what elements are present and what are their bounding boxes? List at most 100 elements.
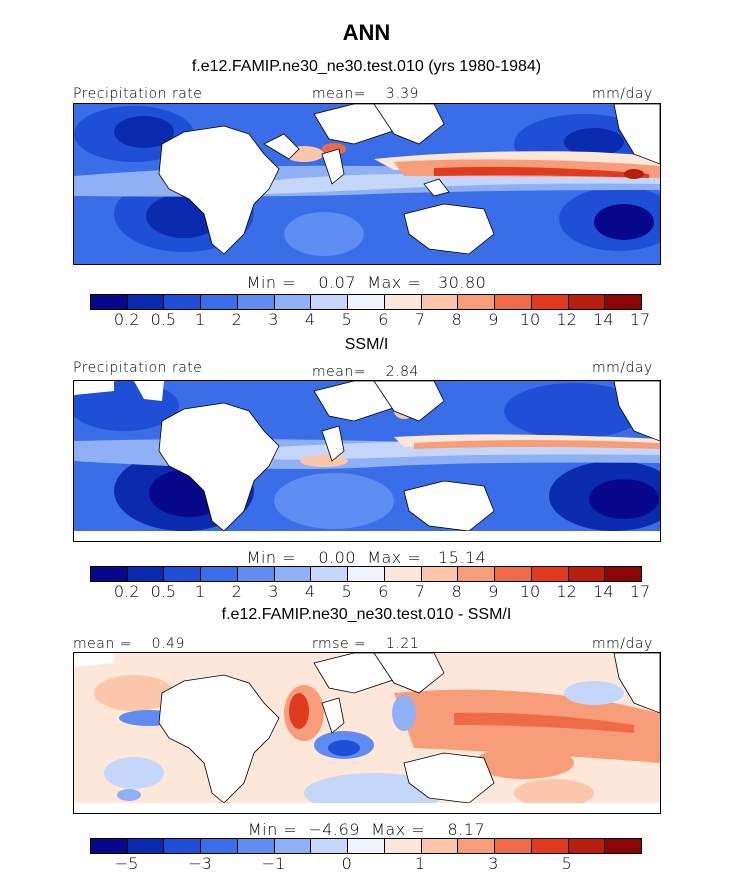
colorbar-swatch (384, 567, 422, 581)
colorbar-tick-label: 10 (519, 310, 541, 329)
panel-1-colorbar (90, 294, 642, 310)
colorbar-tick-label: 4 (304, 582, 316, 601)
colorbar-swatch (91, 839, 128, 853)
colorbar-swatch (348, 567, 385, 581)
panel-2-minmax: Min = 0.00 Max = 15.14 (246, 548, 487, 567)
colorbar-tick-label: 0.5 (150, 582, 177, 601)
colorbar-tick-label: 5 (341, 582, 352, 601)
colorbar-swatch (458, 839, 496, 853)
colorbar-swatch (421, 567, 459, 581)
colorbar-tick-label: 14 (593, 582, 614, 601)
panel-2-variable-label: Precipitation rate (73, 360, 203, 376)
colorbar-swatch (568, 295, 606, 309)
panel-3-colorbar-ticks: −5 −3 −1 0 1 3 5 (90, 854, 640, 874)
panel-1-mean-label: mean= 3.39 (312, 86, 419, 102)
panel-3-colorbar (90, 838, 642, 854)
colorbar-tick-label: 0 (341, 854, 352, 873)
colorbar-swatch (384, 839, 422, 853)
panel-2-colorbar (90, 566, 642, 582)
panel-1-units-label: mm/day (592, 86, 653, 102)
colorbar-swatch (605, 567, 642, 581)
colorbar-swatch (458, 567, 496, 581)
colorbar-swatch (568, 567, 606, 581)
colorbar-tick-label: 5 (341, 310, 352, 329)
colorbar-tick-label: −3 (188, 854, 212, 873)
colorbar-tick-label: 1 (194, 582, 206, 601)
panel-1-colorbar-ticks: 0.2 0.5 1 2 3 4 5 6 7 8 9 10 12 14 17 (90, 310, 650, 330)
colorbar-swatch (127, 295, 165, 309)
panel-1-map (73, 103, 661, 265)
colorbar-swatch (311, 839, 349, 853)
panel-3-rmse-label: rmse = 1.21 (312, 636, 420, 652)
panel-2-mean-label: mean= 2.84 (312, 364, 419, 380)
colorbar-swatch (531, 839, 569, 853)
colorbar-swatch (201, 839, 238, 853)
colorbar-swatch (568, 839, 606, 853)
colorbar-tick-label: 9 (488, 582, 499, 601)
panel-2-map (73, 380, 661, 542)
panel-3-subtitle: f.e12.FAMIP.ne30_ne30.test.010 - SSM/I (221, 606, 512, 623)
colorbar-swatch (127, 839, 165, 853)
colorbar-swatch (531, 567, 569, 581)
colorbar-tick-label: 3 (268, 582, 279, 601)
colorbar-swatch (421, 295, 459, 309)
colorbar-tick-label: 0.2 (113, 310, 140, 329)
colorbar-swatch (164, 567, 202, 581)
panel-3-minmax: Min = −4.69 Max = 8.17 (247, 820, 486, 839)
colorbar-tick-label: 0.5 (150, 310, 177, 329)
colorbar-swatch (605, 839, 642, 853)
colorbar-swatch (311, 295, 349, 309)
colorbar-tick-label: 7 (414, 582, 426, 601)
panel-2-subtitle: SSM/I (344, 336, 389, 353)
colorbar-swatch (495, 567, 532, 581)
colorbar-tick-label: 17 (629, 310, 651, 329)
panel-3-units-label: mm/day (592, 636, 653, 652)
panel-2-units-label: mm/day (592, 360, 653, 376)
colorbar-swatch (348, 295, 385, 309)
panel-1-minmax: Min = 0.07 Max = 30.80 (246, 273, 487, 292)
colorbar-tick-label: 2 (231, 582, 242, 601)
colorbar-tick-label: 12 (556, 310, 577, 329)
colorbar-tick-label: 12 (556, 582, 577, 601)
colorbar-swatch (237, 839, 275, 853)
colorbar-tick-label: 2 (231, 310, 242, 329)
colorbar-swatch (605, 295, 642, 309)
colorbar-swatch (164, 295, 202, 309)
colorbar-swatch (311, 567, 349, 581)
panel-1-variable-label: Precipitation rate (73, 86, 203, 102)
panel-3-map-svg (74, 653, 660, 813)
colorbar-tick-label: 14 (593, 310, 614, 329)
colorbar-tick-label: 5 (561, 854, 572, 873)
colorbar-swatch (201, 567, 238, 581)
colorbar-swatch (164, 839, 202, 853)
colorbar-tick-label: −1 (261, 854, 286, 873)
colorbar-tick-label: 6 (378, 582, 389, 601)
colorbar-tick-label: 8 (451, 582, 462, 601)
colorbar-tick-label: 10 (519, 582, 541, 601)
colorbar-swatch (495, 295, 532, 309)
panel-1-map-svg (74, 104, 660, 264)
colorbar-swatch (531, 295, 569, 309)
colorbar-swatch (421, 839, 459, 853)
colorbar-tick-label: 0.2 (113, 582, 140, 601)
panel-3-mean-label: mean = 0.49 (73, 636, 185, 652)
panel-3-map (73, 652, 661, 814)
panel-2-map-svg (74, 381, 660, 541)
colorbar-tick-label: 1 (414, 854, 426, 873)
colorbar-swatch (237, 567, 275, 581)
panel-2-colorbar-ticks: 0.2 0.5 1 2 3 4 5 6 7 8 9 10 12 14 17 (90, 582, 650, 602)
colorbar-swatch (127, 567, 165, 581)
colorbar-swatch (348, 839, 385, 853)
colorbar-tick-label: 6 (378, 310, 389, 329)
colorbar-swatch (201, 295, 238, 309)
figure-title: ANN (342, 20, 391, 45)
colorbar-tick-label: 1 (194, 310, 206, 329)
colorbar-swatch (384, 295, 422, 309)
colorbar-tick-label: 9 (488, 310, 499, 329)
colorbar-tick-label: −5 (114, 854, 139, 873)
colorbar-tick-label: 8 (451, 310, 462, 329)
colorbar-tick-label: 17 (629, 582, 651, 601)
colorbar-tick-label: 3 (268, 310, 279, 329)
colorbar-swatch (237, 295, 275, 309)
colorbar-swatch (458, 295, 496, 309)
